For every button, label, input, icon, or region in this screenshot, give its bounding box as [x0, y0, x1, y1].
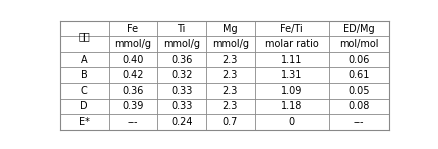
Text: 0.08: 0.08 [348, 101, 370, 111]
Text: 1.09: 1.09 [281, 86, 302, 96]
Text: ---: --- [128, 117, 138, 127]
Text: 1.11: 1.11 [281, 55, 302, 65]
Text: 0: 0 [289, 117, 295, 127]
Text: E*: E* [79, 117, 90, 127]
Text: 0.33: 0.33 [171, 86, 192, 96]
Text: 2.3: 2.3 [223, 55, 238, 65]
Text: Fe/Ti: Fe/Ti [280, 24, 303, 34]
Text: 2.3: 2.3 [223, 86, 238, 96]
Text: C: C [81, 86, 88, 96]
Text: 0.32: 0.32 [171, 70, 192, 80]
Text: A: A [81, 55, 88, 65]
Text: Fe: Fe [127, 24, 138, 34]
Text: 1.31: 1.31 [281, 70, 302, 80]
Text: mmol/g: mmol/g [212, 39, 249, 49]
Text: 0.36: 0.36 [171, 55, 192, 65]
Text: 0.7: 0.7 [223, 117, 238, 127]
Text: mol/mol: mol/mol [339, 39, 378, 49]
Text: 2.3: 2.3 [223, 101, 238, 111]
Text: 0.36: 0.36 [122, 86, 144, 96]
Text: 0.24: 0.24 [171, 117, 192, 127]
Text: 1.18: 1.18 [281, 101, 302, 111]
Text: 2.3: 2.3 [223, 70, 238, 80]
Text: 0.61: 0.61 [348, 70, 370, 80]
Text: mmol/g: mmol/g [114, 39, 152, 49]
Text: Mg: Mg [223, 24, 238, 34]
Text: 0.33: 0.33 [171, 101, 192, 111]
Text: 0.05: 0.05 [348, 86, 370, 96]
Text: B: B [81, 70, 88, 80]
Text: molar ratio: molar ratio [265, 39, 318, 49]
Text: 0.40: 0.40 [122, 55, 144, 65]
Text: mmol/g: mmol/g [163, 39, 200, 49]
Text: Ti: Ti [177, 24, 186, 34]
Text: ---: --- [353, 117, 364, 127]
Text: ED/Mg: ED/Mg [343, 24, 374, 34]
Text: 样号: 样号 [78, 31, 90, 41]
Text: 0.42: 0.42 [122, 70, 144, 80]
Text: 0.39: 0.39 [122, 101, 144, 111]
Text: 0.06: 0.06 [348, 55, 370, 65]
Text: D: D [81, 101, 88, 111]
